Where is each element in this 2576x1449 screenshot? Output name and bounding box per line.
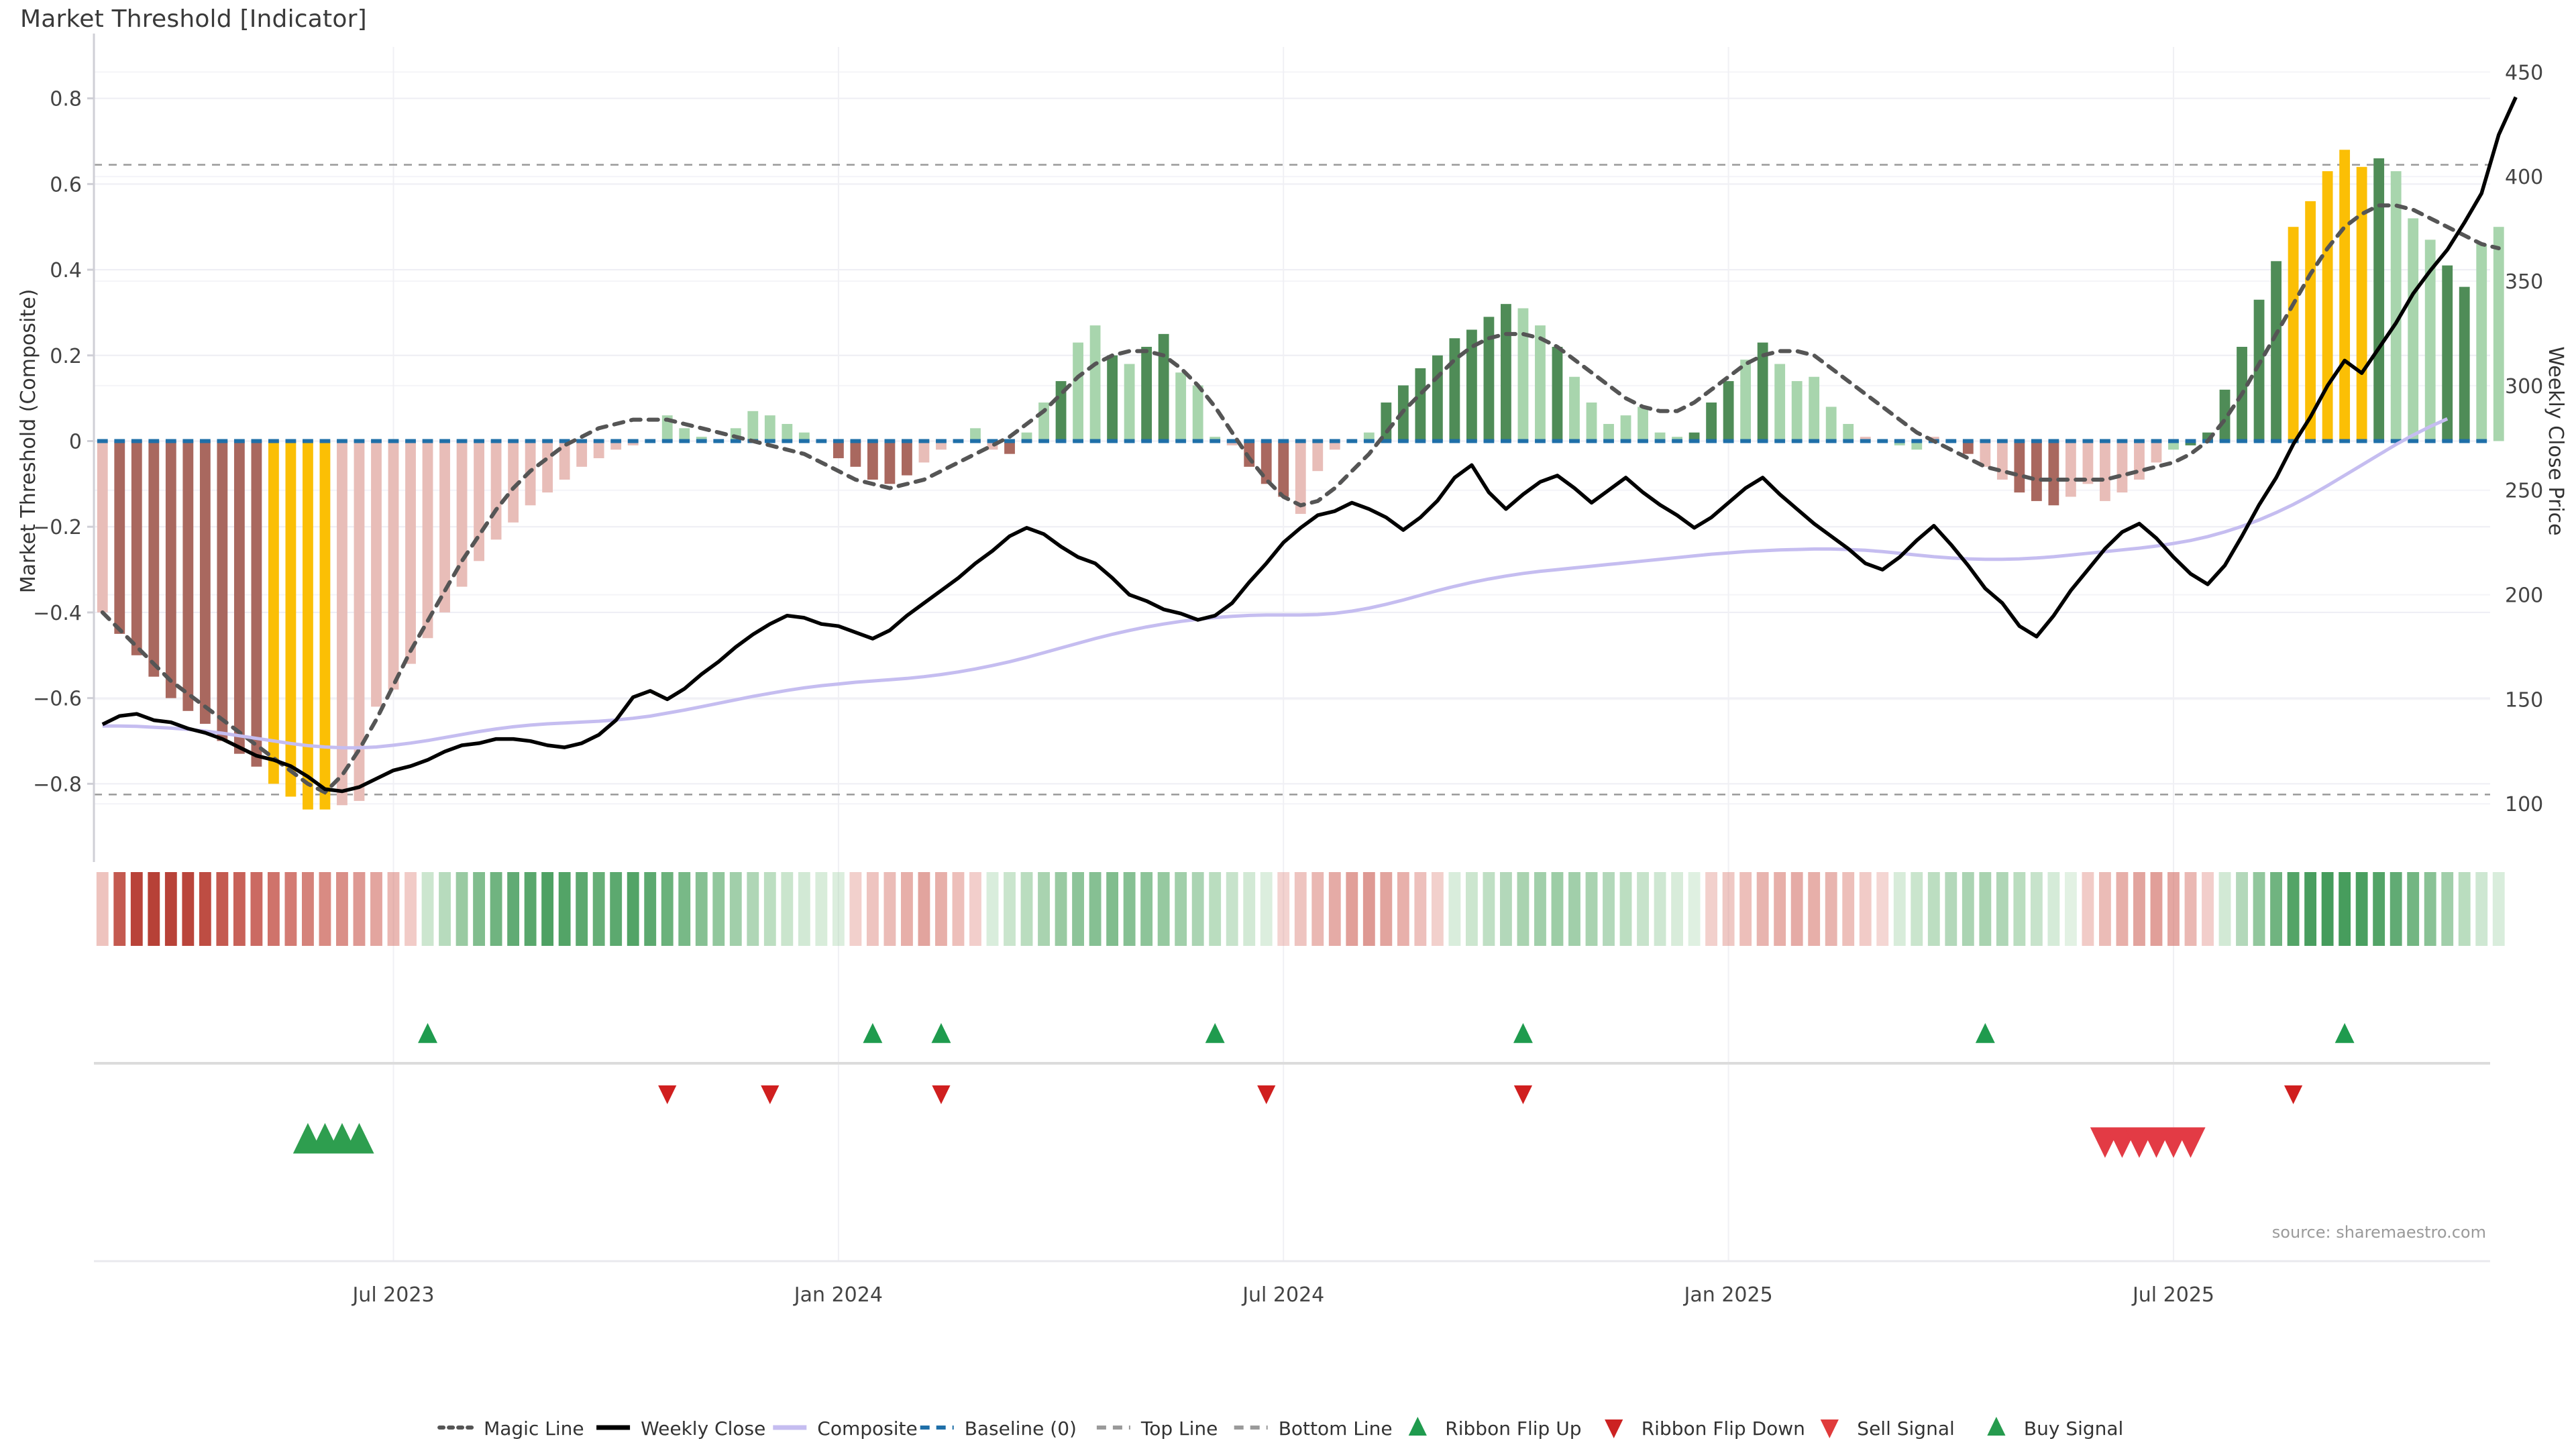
legend-label: Top Line xyxy=(1140,1417,1218,1440)
left-axis-tick: 0.4 xyxy=(50,259,82,282)
left-axis-tick: 0.2 xyxy=(50,345,82,368)
source-label: source: sharemaestro.com xyxy=(2272,1223,2486,1242)
x-axis-tick: Jan 2024 xyxy=(793,1283,883,1307)
legend-item[interactable]: Magic Line xyxy=(437,1417,584,1440)
composite-histogram-bars xyxy=(97,150,2504,810)
ribbon-flip-up-marker xyxy=(1205,1023,1225,1043)
ribbon-flip-up-marker xyxy=(1513,1023,1533,1043)
legend-item[interactable]: Baseline (0) xyxy=(920,1417,1077,1440)
right-axis-tick: 300 xyxy=(2505,375,2543,398)
left-axis-tick: −0.6 xyxy=(33,688,82,711)
right-axis-tick: 200 xyxy=(2505,584,2543,608)
source-attribution: source: sharemaestro.com xyxy=(2272,1223,2486,1242)
ribbon-flip-up-marker xyxy=(931,1023,951,1043)
weekly-close-line-series xyxy=(101,96,2518,794)
legend-label: Composite xyxy=(817,1417,917,1440)
ribbon-flip-down-marker xyxy=(658,1085,677,1104)
regime-ribbon-strip xyxy=(96,872,2505,946)
left-axis-tick: −0.4 xyxy=(33,602,82,625)
buy-signal-marker xyxy=(344,1123,374,1154)
right-axis-tick: 400 xyxy=(2505,166,2543,189)
legend-swatch-triangle-down xyxy=(1820,1419,1839,1438)
chart-legend: Magic Line Weekly Close Composite Baseline … xyxy=(437,1417,2123,1440)
threshold-lines xyxy=(94,164,2490,796)
ribbon-flip-down-marker xyxy=(1257,1085,1276,1104)
legend-item[interactable]: Sell Signal xyxy=(1820,1417,1955,1440)
left-axis-tick: −0.8 xyxy=(33,773,82,796)
right-axis-label: Weekly Close Price xyxy=(2544,346,2567,535)
left-axis-tick: −0.2 xyxy=(33,516,82,539)
legend-label: Ribbon Flip Up xyxy=(1445,1417,1581,1440)
legend-item[interactable]: Bottom Line xyxy=(1234,1417,1393,1440)
left-axis-label: Market Threshold (Composite) xyxy=(17,289,40,594)
legend-label: Buy Signal xyxy=(2024,1417,2123,1440)
legend-item[interactable]: Buy Signal xyxy=(1987,1417,2123,1440)
legend-item[interactable]: Ribbon Flip Down xyxy=(1605,1417,1805,1440)
right-axis-tick: 250 xyxy=(2505,480,2543,503)
ribbon-flip-up-marker xyxy=(1975,1023,1995,1043)
right-axis-tick: 150 xyxy=(2505,688,2543,712)
ribbon-flip-down-marker xyxy=(2284,1085,2303,1104)
legend-label: Ribbon Flip Down xyxy=(1642,1417,1805,1440)
right-axis-tick: 350 xyxy=(2505,270,2543,294)
x-axis-tick: Jul 2025 xyxy=(2131,1283,2214,1307)
legend-item[interactable]: Top Line xyxy=(1096,1417,1218,1440)
legend-item[interactable]: Composite xyxy=(773,1417,918,1440)
ribbon-flip-down-marker xyxy=(932,1085,951,1104)
legend-swatch-triangle-up xyxy=(1987,1417,2006,1436)
legend-item[interactable]: Ribbon Flip Up xyxy=(1408,1417,1582,1440)
legend-item[interactable]: Weekly Close xyxy=(596,1417,765,1440)
legend-label: Weekly Close xyxy=(641,1417,765,1440)
ribbon-flip-markers xyxy=(94,1023,2490,1104)
chart-gridlines xyxy=(94,47,2490,1263)
ribbon-flip-up-marker xyxy=(418,1023,437,1043)
x-axis-tick: Jul 2024 xyxy=(1241,1283,1324,1307)
left-axis-tick: 0 xyxy=(69,431,82,454)
legend-label: Magic Line xyxy=(484,1417,584,1440)
ribbon-flip-up-marker xyxy=(2334,1023,2355,1043)
x-axis-tick: Jan 2025 xyxy=(1683,1283,1773,1307)
buy-sell-signal-markers xyxy=(292,1123,2206,1158)
legend-label: Baseline (0) xyxy=(965,1417,1077,1440)
composite-line-series xyxy=(102,417,2449,750)
ribbon-flip-up-marker xyxy=(863,1023,883,1043)
ribbon-flip-down-marker xyxy=(1513,1085,1533,1104)
ribbon-flip-down-marker xyxy=(761,1085,780,1104)
page-title: Market Threshold [Indicator] xyxy=(20,5,367,33)
right-axis-tick: 100 xyxy=(2505,793,2543,816)
x-axis-tick: Jul 2023 xyxy=(351,1283,434,1307)
left-axis-tick: 0.6 xyxy=(50,173,82,197)
sell-signal-marker xyxy=(2176,1127,2206,1158)
legend-label: Bottom Line xyxy=(1279,1417,1393,1440)
magic-line-series xyxy=(100,203,2501,795)
legend-swatch-triangle-up xyxy=(1408,1417,1427,1436)
right-axis-tick: 450 xyxy=(2505,61,2543,85)
legend-swatch-triangle-down xyxy=(1605,1419,1623,1438)
legend-label: Sell Signal xyxy=(1857,1417,1954,1440)
axis-ticks-and-labels: 0.8 0.6 0.4 0.2 0 −0.2 −0.4 −0.6 −0.8 450 400 350 30… xyxy=(17,34,2567,1307)
left-axis-tick: 0.8 xyxy=(50,88,82,111)
